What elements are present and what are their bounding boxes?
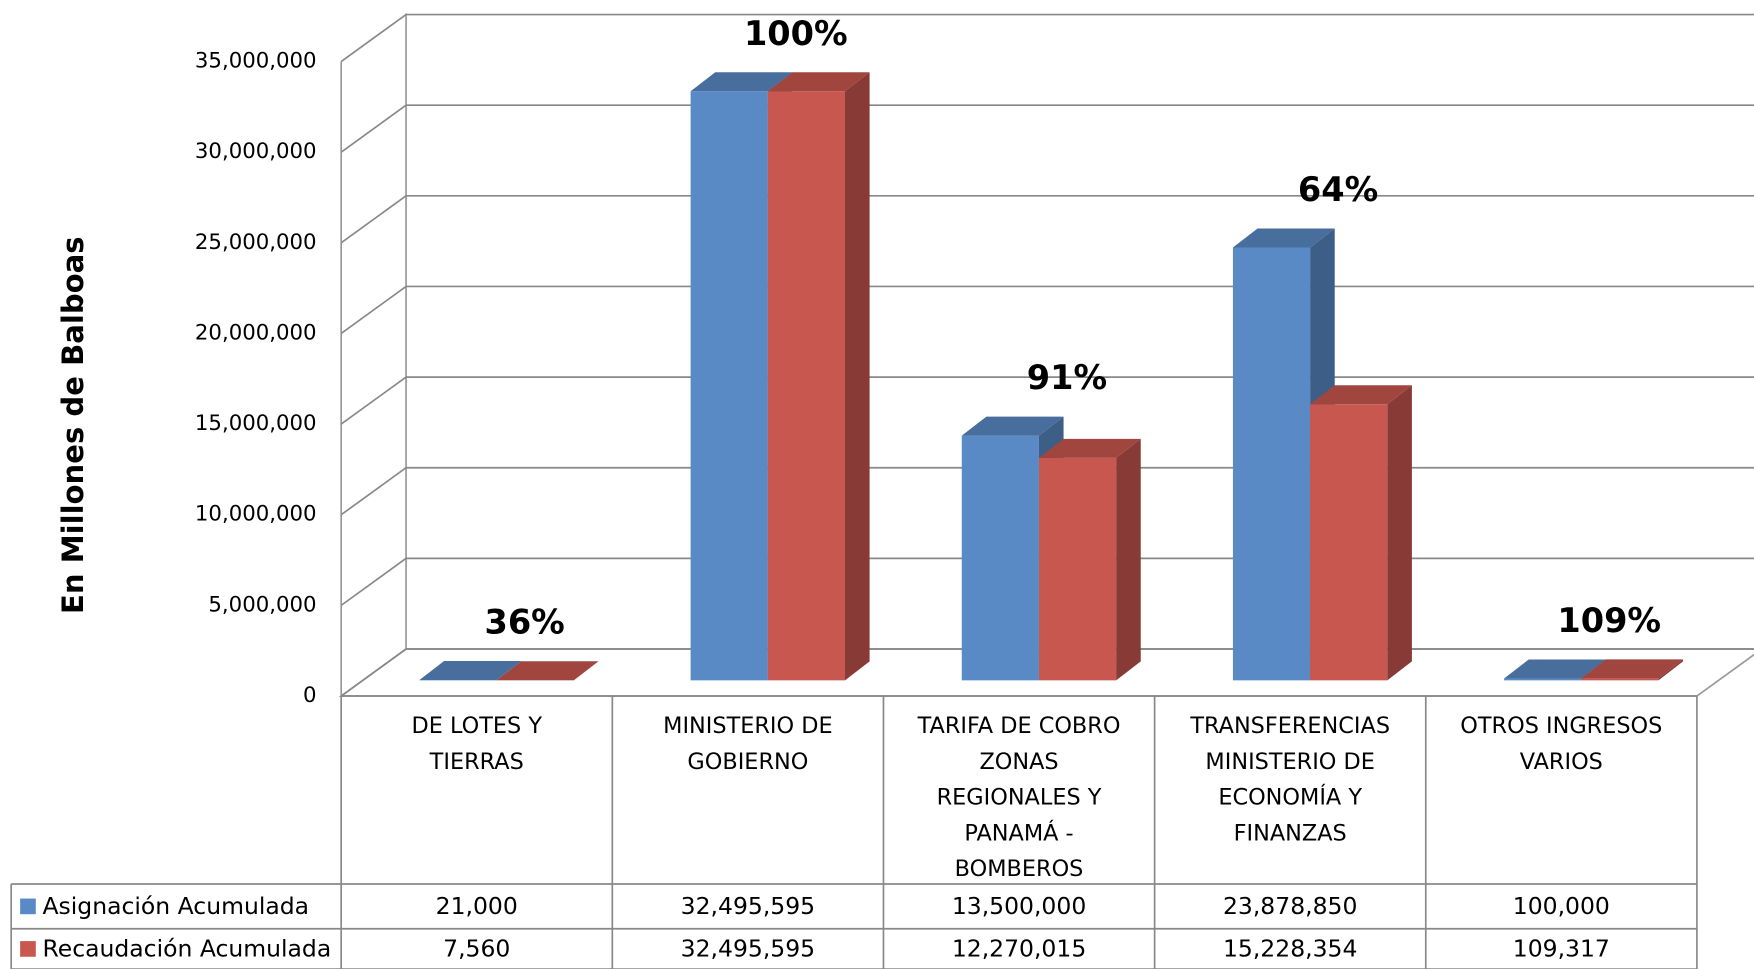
chart-body: En Millones de Balboas 0 5,000,000 10,000,…	[10, 13, 1754, 969]
percentage-label: 100%	[744, 14, 848, 53]
category-cell: TRANSFERENCIAS MINISTERIO DE ECONOMÍA Y …	[1190, 711, 1391, 846]
y-tick-label: 30,000,000	[195, 139, 317, 164]
table-value: 23,878,850	[1223, 892, 1357, 920]
bar-side	[1387, 385, 1412, 681]
y-axis-title: En Millones de Balboas	[56, 236, 90, 614]
legend-swatch	[20, 941, 36, 957]
bar-top	[1232, 228, 1335, 248]
table-value: 32,495,595	[681, 892, 815, 920]
bar-top	[767, 72, 870, 92]
bar-top	[1504, 659, 1606, 679]
table-value: 12,270,015	[952, 935, 1086, 963]
x-tick-label: MINISTERIO DE GOBIERNO	[663, 711, 833, 775]
y-tick-label: 20,000,000	[195, 320, 317, 345]
bar	[1504, 678, 1582, 681]
legend-label: Asignación Acumulada	[43, 892, 310, 920]
x-tick-label: DE LOTES Y TIERRAS	[411, 711, 543, 775]
table-value: 15,228,354	[1223, 935, 1357, 963]
y-tick-label: 5,000,000	[208, 592, 316, 617]
grid-line	[340, 13, 1754, 63]
y-tick-label: 25,000,000	[195, 230, 317, 255]
category-cell: MINISTERIO DE GOBIERNO	[663, 711, 833, 775]
bar-side	[1116, 438, 1141, 681]
bar-top	[1581, 659, 1684, 679]
grid-line	[340, 104, 1754, 153]
category-cell: OTROS INGRESOS VARIOS	[1460, 711, 1663, 775]
grid-line	[340, 285, 1754, 335]
bar	[1581, 678, 1659, 681]
table-value: 21,000	[436, 892, 518, 920]
percentage-label: 91%	[1027, 358, 1107, 397]
bar-side	[1658, 659, 1684, 681]
percentage-label: 64%	[1298, 170, 1378, 209]
y-tick-label: 0	[303, 683, 317, 708]
y-tick-label: 15,000,000	[195, 411, 317, 436]
table-value: 100,000	[1513, 892, 1610, 920]
x-tick-label: TARIFA DE COBRO ZONAS REGIONALES Y PANAM…	[917, 711, 1121, 882]
table-value: 7,560	[443, 935, 510, 963]
bar	[1232, 247, 1311, 681]
percentage-label: 36%	[484, 603, 564, 642]
bar	[1310, 404, 1388, 681]
bar	[690, 91, 768, 681]
percentage-label: 109%	[1557, 601, 1661, 640]
category-cell: DE LOTES Y TIERRAS	[411, 711, 543, 775]
bar-top	[496, 661, 599, 681]
grid-line	[340, 194, 1754, 244]
bar-side	[844, 72, 870, 681]
bar	[961, 435, 1039, 681]
bar-top	[419, 660, 522, 680]
category-cell: TARIFA DE COBRO ZONAS REGIONALES Y PANAM…	[917, 711, 1121, 882]
legend-swatch	[20, 898, 36, 915]
bar-side	[573, 661, 599, 681]
x-tick-label: OTROS INGRESOS VARIOS	[1460, 711, 1663, 775]
x-tick-label: TRANSFERENCIAS MINISTERIO DE ECONOMÍA Y …	[1190, 711, 1391, 846]
bar-top	[1038, 438, 1141, 458]
table-value: 13,500,000	[952, 892, 1086, 920]
y-tick-label: 35,000,000	[195, 49, 317, 74]
bar	[767, 91, 845, 681]
y-tick-label: 10,000,000	[195, 502, 317, 527]
bar	[1038, 457, 1117, 681]
table-value: 32,495,595	[681, 935, 815, 963]
legend-label: Recaudación Acumulada	[43, 935, 332, 963]
bar-top	[690, 72, 793, 92]
table-value: 109,317	[1513, 935, 1610, 963]
bar-top	[1310, 385, 1412, 405]
bar-top	[961, 416, 1064, 436]
